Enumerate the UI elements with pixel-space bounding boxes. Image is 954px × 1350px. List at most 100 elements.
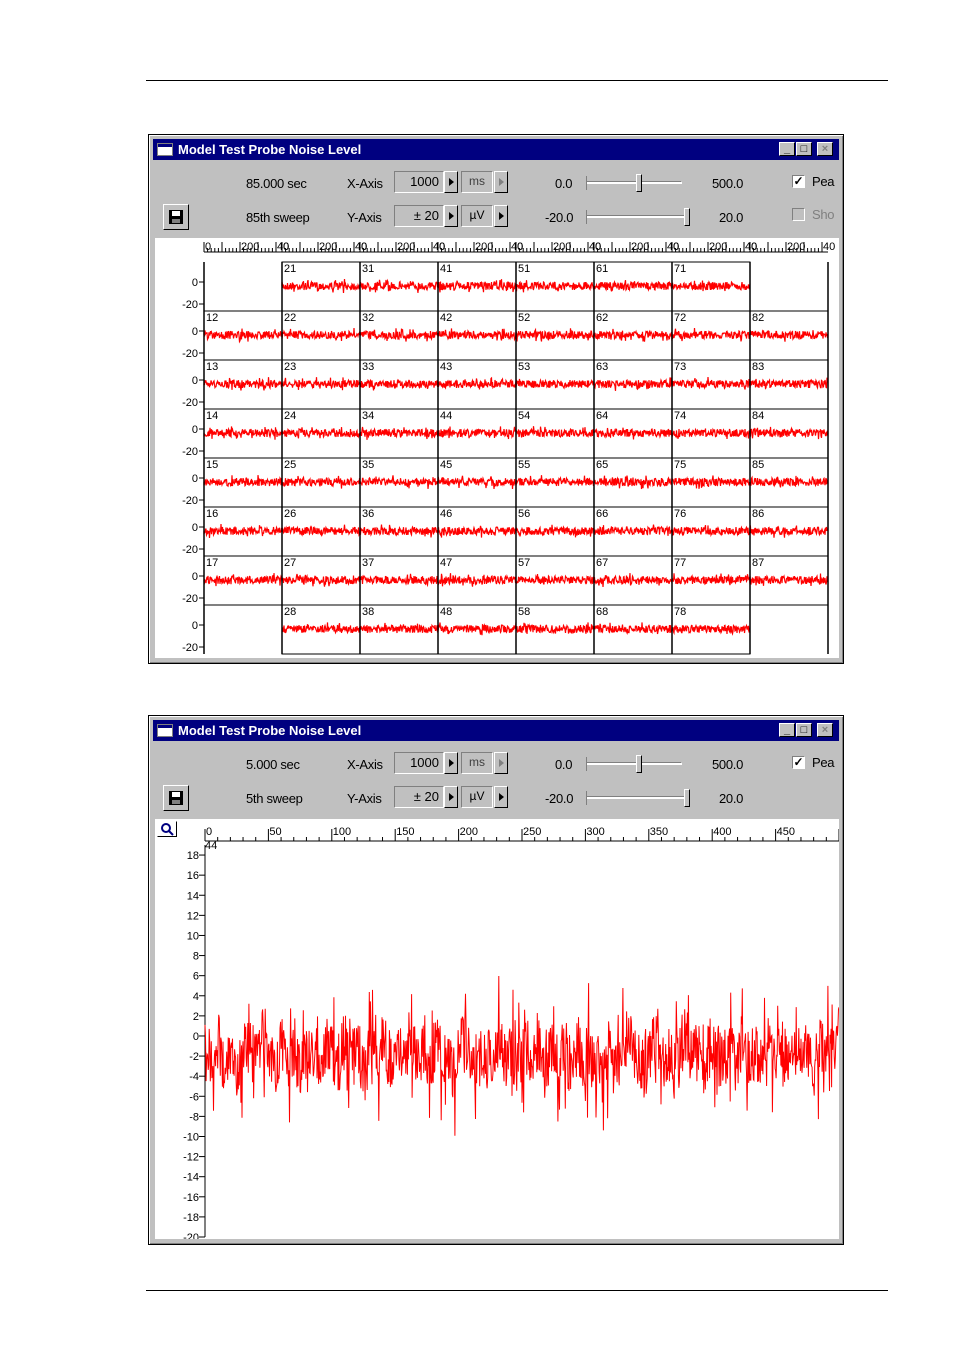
x-tick-label: 350 — [650, 826, 668, 838]
y-axis-scale-field[interactable]: ± 20 — [394, 205, 444, 227]
x-tick-label: 0 — [283, 241, 289, 253]
x-range-max: 500.0 — [712, 757, 744, 772]
y-tick-label: 0 — [192, 571, 198, 583]
title-bar[interactable]: Model Test Probe Noise Level _ □ × — [153, 720, 839, 741]
channel-number: 74 — [674, 410, 686, 422]
x-tick-label: 40 — [355, 241, 367, 253]
x-axis-unit-spin-button[interactable] — [494, 171, 508, 193]
channel-number: 76 — [674, 508, 686, 520]
y-tick-label: -20 — [182, 544, 198, 556]
maximize-button[interactable]: □ — [796, 142, 812, 156]
x-range-slider[interactable] — [586, 755, 682, 773]
noise-level-window-grid: Model Test Probe Noise Level _ □ × 85.00… — [148, 134, 844, 664]
noise-trace — [593, 573, 673, 587]
channel-number: 35 — [362, 459, 374, 471]
maximize-button[interactable]: □ — [796, 723, 812, 737]
noise-trace — [359, 278, 439, 293]
close-button[interactable]: × — [817, 723, 833, 737]
x-axis-unit-field[interactable]: ms — [461, 752, 493, 774]
peak-checkbox[interactable]: ✓ — [792, 174, 805, 188]
title-bar[interactable]: Model Test Probe Noise Level _ □ × — [153, 139, 839, 160]
x-range-slider-thumb[interactable] — [636, 755, 642, 773]
peak-checkbox[interactable]: ✓ — [792, 755, 805, 769]
save-button[interactable] — [163, 785, 189, 811]
noise-trace — [437, 525, 517, 538]
y-range-slider[interactable] — [586, 208, 690, 226]
x-tick-label: 250 — [523, 826, 541, 838]
zoom-button[interactable] — [157, 821, 177, 837]
y-tick-label: 14 — [187, 890, 199, 902]
noise-trace — [749, 475, 829, 488]
channel-number: 37 — [362, 557, 374, 569]
channel-number: 15 — [206, 459, 218, 471]
magnifier-icon — [161, 823, 174, 836]
x-range-slider-thumb[interactable] — [636, 174, 642, 192]
x-tick-label: 40 — [745, 241, 757, 253]
noise-trace — [749, 573, 829, 586]
x-tick-label: 40 — [433, 241, 445, 253]
y-tick-label: 8 — [193, 951, 199, 963]
channel-number: 51 — [518, 263, 530, 275]
y-tick-label: -20 — [182, 299, 198, 311]
noise-trace — [359, 573, 439, 588]
y-axis-unit-spin-button[interactable] — [494, 205, 508, 227]
channel-number: 66 — [596, 508, 608, 520]
x-tick-label: 150 — [396, 826, 414, 838]
y-tick-label: 4 — [193, 991, 199, 1003]
x-axis-scale-field[interactable]: 1000 — [394, 752, 444, 774]
window-title: Model Test Probe Noise Level — [178, 142, 362, 157]
window-icon[interactable] — [157, 724, 173, 737]
x-tick-label: 40 — [511, 241, 523, 253]
minimize-button[interactable]: _ — [779, 723, 795, 737]
y-axis-label: Y-Axis — [347, 210, 382, 225]
noise-trace — [593, 279, 673, 293]
noise-trace — [671, 524, 751, 538]
channel-number: 45 — [440, 459, 452, 471]
grid-plot-area: 0 200 40 0 200 40 0 200 40 0 200 40 0 200 40 0 200 40 0 200… — [155, 238, 839, 658]
y-range-slider-thumb[interactable] — [684, 789, 690, 807]
x-tick-label: 50 — [269, 826, 281, 838]
x-axis-scale-spin-button[interactable] — [444, 171, 458, 193]
noise-trace — [359, 426, 439, 440]
x-tick-label: 40 — [667, 241, 679, 253]
y-tick-label: -14 — [183, 1172, 199, 1184]
channel-number: 33 — [362, 361, 374, 373]
y-tick-label: -20 — [182, 642, 198, 654]
y-axis-scale-spin-button[interactable] — [444, 205, 458, 227]
x-tick-label: 0 — [751, 241, 757, 253]
x-tick-label: 40 — [589, 241, 601, 253]
y-axis-unit-field[interactable]: µV — [461, 786, 493, 808]
x-tick-label: 200 — [709, 241, 727, 253]
y-tick-label: -20 — [182, 495, 198, 507]
channel-number: 46 — [440, 508, 452, 520]
noise-trace — [281, 427, 361, 439]
close-button[interactable]: × — [817, 142, 833, 156]
show-checkbox[interactable] — [792, 208, 805, 221]
x-range-slider[interactable] — [586, 174, 682, 192]
x-axis-scale-field[interactable]: 1000 — [394, 171, 444, 193]
y-range-slider-thumb[interactable] — [684, 208, 690, 226]
x-tick-label: 450 — [777, 826, 795, 838]
channel-number: 44 — [205, 840, 217, 852]
y-range-slider[interactable] — [586, 789, 690, 807]
x-axis-unit-field[interactable]: ms — [461, 171, 493, 193]
channel-number: 63 — [596, 361, 608, 373]
x-axis-scale-spin-button[interactable] — [444, 752, 458, 774]
y-axis-scale-field[interactable]: ± 20 — [394, 786, 444, 808]
noise-trace — [437, 475, 517, 490]
noise-trace — [749, 426, 829, 440]
y-axis-unit-spin-button[interactable] — [494, 786, 508, 808]
save-button[interactable] — [163, 204, 189, 230]
x-axis-unit-spin-button[interactable] — [494, 752, 508, 774]
y-axis-unit-field[interactable]: µV — [461, 205, 493, 227]
x-tick-label: 0 — [206, 826, 212, 838]
y-axis-scale-spin-button[interactable] — [444, 786, 458, 808]
window-icon[interactable] — [157, 143, 173, 156]
noise-trace — [203, 328, 283, 344]
x-axis-label: X-Axis — [347, 757, 383, 772]
channel-number: 83 — [752, 361, 764, 373]
x-tick-label: 300 — [586, 826, 604, 838]
noise-trace — [593, 475, 673, 490]
minimize-button[interactable]: _ — [779, 142, 795, 156]
noise-trace — [359, 524, 439, 538]
